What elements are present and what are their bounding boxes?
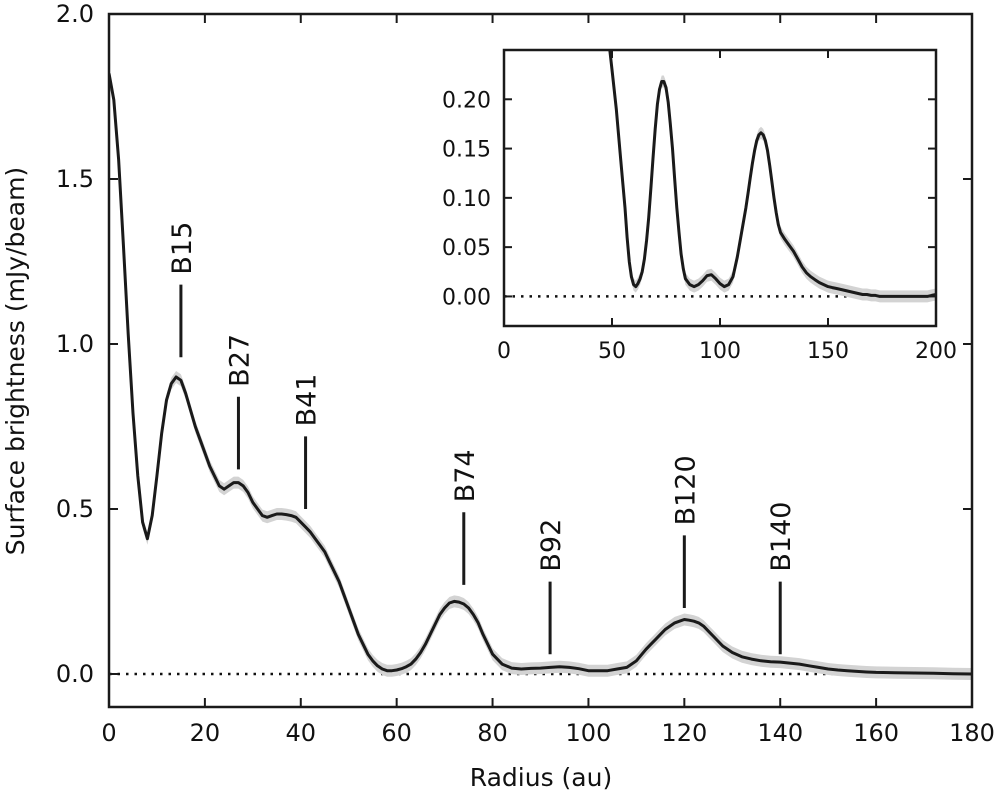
- x-tick-label: 60: [381, 719, 412, 747]
- x-tick-label: 160: [853, 719, 899, 747]
- profile-line: [608, 50, 936, 298]
- y-tick-label: 0.10: [442, 187, 491, 212]
- ring-label: B27: [224, 334, 255, 387]
- x-tick-label: 200: [915, 339, 957, 364]
- plot-area: [504, 50, 936, 303]
- ring-label: B120: [670, 455, 701, 525]
- y-tick-label: 0.20: [442, 88, 491, 113]
- x-tick-label: 0: [101, 719, 116, 747]
- x-tick-label: 40: [286, 719, 317, 747]
- y-tick-label: 1.0: [56, 330, 94, 358]
- inset-plot: 0 50 100 150 200 0.00 0.05 0.10 0.15 0.20: [442, 48, 957, 364]
- x-tick-label: 120: [661, 719, 707, 747]
- y-tick-label: 0.05: [442, 236, 491, 261]
- x-tick-label: 100: [566, 719, 612, 747]
- x-tick-label: 180: [949, 719, 995, 747]
- ring-label: B41: [292, 374, 323, 427]
- plot-frame: [107, 12, 974, 709]
- ring-label: B92: [536, 519, 567, 572]
- y-tick-label: 0.15: [442, 138, 491, 163]
- x-axis-title: Radius (au): [470, 763, 612, 792]
- x-tick-label: 0: [497, 339, 511, 364]
- y-tick-label: 0.00: [442, 285, 491, 310]
- y-tick-label: 0.0: [56, 660, 94, 688]
- x-tick-label: 150: [807, 339, 849, 364]
- ring-label: B140: [766, 502, 797, 572]
- x-tick-label: 140: [757, 719, 803, 747]
- y-tick-label: 1.5: [56, 165, 94, 193]
- y-tick-label: 2.0: [56, 0, 94, 28]
- x-tick-label: 50: [598, 339, 626, 364]
- ring-label: B74: [450, 449, 481, 502]
- profile-line: [109, 73, 972, 676]
- x-tick-label: 20: [190, 719, 221, 747]
- x-tick-label: 80: [477, 719, 508, 747]
- y-tick-label: 0.5: [56, 495, 94, 523]
- y-axis-title: Surface brightness (mJy/beam): [1, 167, 30, 555]
- main-plot: 0 20 40 60 80 100 120 140 160 180 0.0 0.5 1.0 1.5 2.0 B…: [56, 0, 995, 747]
- x-tick-label: 100: [699, 339, 741, 364]
- ring-label: B15: [167, 222, 198, 275]
- plot-area: [109, 67, 972, 680]
